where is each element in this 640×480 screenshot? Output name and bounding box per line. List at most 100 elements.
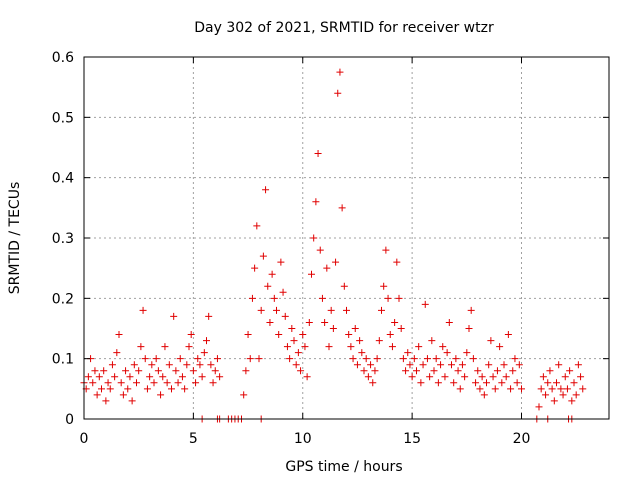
data-point [108,361,116,369]
axis-ticks: 0 0.1 0.2 0.3 0.4 0.5 0.6 0 5 10 15 20 [52,50,609,447]
data-point [458,361,466,369]
data-point [373,355,381,363]
data-point [194,355,202,363]
data-point [351,325,359,332]
data-point [268,270,276,278]
data-point [410,355,418,363]
data-point [378,306,385,314]
data-point [327,306,335,314]
data-point [270,294,278,302]
data-point [461,373,469,381]
data-point [507,385,515,393]
data-point [439,343,447,351]
data-point [213,355,221,363]
data-point [165,361,173,369]
data-point [367,361,375,369]
data-point [143,385,151,393]
y-tick-label: 0.5 [52,110,74,126]
data-point [548,385,556,393]
data-point [124,385,132,393]
data-point [349,355,357,363]
data-point [301,343,309,351]
data-point [316,246,324,254]
data-point [563,385,571,393]
data-point [294,349,302,357]
data-point [402,367,410,375]
data-point [248,294,256,302]
data-point [555,361,563,369]
data-point [489,373,497,381]
data-point [305,318,313,326]
data-point [209,379,217,387]
data-point [122,367,130,375]
y-tick-label: 0.4 [52,171,74,187]
data-point [391,318,399,326]
data-point [388,343,396,351]
data-point [553,379,560,387]
data-point [408,373,416,381]
data-point [358,349,366,357]
data-point [434,379,442,387]
y-tick-label: 0 [65,412,74,428]
y-tick-label: 0.3 [52,231,74,247]
data-point [288,325,296,332]
data-point [130,361,138,369]
data-point [253,222,261,230]
data-point [467,306,475,314]
data-point [515,361,523,369]
data-point [347,343,355,351]
data-point [154,367,162,375]
data-point [393,258,401,266]
data-point [577,373,585,381]
data-point [561,373,569,381]
data-point [343,306,350,314]
data-point [117,379,125,387]
data-point [178,373,186,381]
data-point [485,361,493,369]
data-point [216,373,224,381]
data-point [111,373,119,381]
data-point [382,246,390,254]
data-point [176,355,184,363]
data-point [430,367,438,375]
data-point [480,391,488,399]
y-axis-label: SRMTID / TECUs [7,182,23,295]
data-point [93,391,101,399]
data-point [496,343,504,351]
data-point [203,337,210,345]
data-point [428,337,436,345]
data-point [273,306,280,314]
data-points [80,68,587,423]
data-point [102,397,110,405]
data-point [100,367,108,375]
data-point [559,391,567,399]
data-point [310,234,318,242]
data-point [161,343,169,351]
data-point [421,300,429,308]
data-point [104,379,112,387]
x-tick-label: 15 [403,431,421,447]
data-point [292,361,300,369]
data-point [148,361,156,369]
data-point [290,337,298,345]
data-point [504,331,512,339]
data-point [277,258,285,266]
data-point [546,367,554,375]
data-point [262,186,270,194]
data-point [537,385,545,393]
data-point [441,373,449,381]
data-point [332,258,340,266]
x-tick-label: 20 [513,431,531,447]
data-point [518,385,525,393]
data-point [445,318,453,326]
data-point [329,325,337,332]
data-point [336,68,344,76]
data-point [181,385,189,393]
data-point [168,385,175,393]
data-point [413,367,420,375]
data-point [318,294,326,302]
data-point [98,385,105,393]
data-point [115,331,123,339]
data-point [196,361,204,369]
